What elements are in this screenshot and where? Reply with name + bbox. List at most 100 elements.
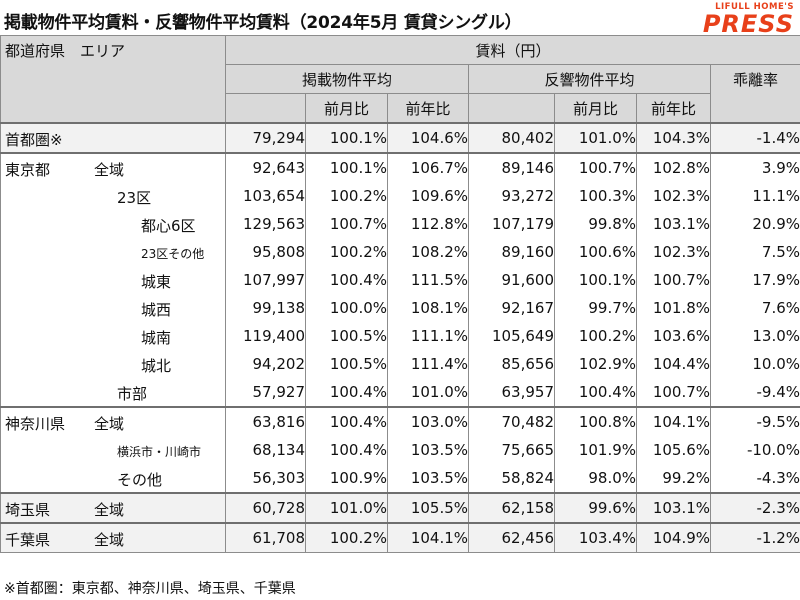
response-mom-cell: 99.8% (554, 210, 637, 238)
listed-mom-cell: 100.4% (305, 406, 388, 436)
divergence-cell: -2.3% (710, 492, 800, 523)
divergence-cell: -10.0% (710, 436, 800, 464)
response-rent-cell: 89,146 (468, 152, 555, 182)
response-rent-cell: 75,665 (468, 436, 555, 464)
listed-mom-cell: 100.5% (305, 322, 388, 350)
table-header: 都道府県 エリア 賃料（円） 掲載物件平均 反響物件平均 乖離率 前月比 前年比… (0, 35, 800, 124)
divergence-cell: 3.9% (710, 152, 800, 182)
divergence-cell: -9.4% (710, 378, 800, 407)
area-name: 城東 (141, 273, 172, 291)
area-name: 城北 (141, 357, 172, 375)
table-row: 東京都 全域 92,643 100.1% 106.7% 89,146 100.7% 102.8… (0, 152, 800, 182)
response-yoy-cell: 104.3% (636, 122, 711, 153)
table-row: 都心6区 129,563 100.7% 112.8% 107,179 99.8% 103.1… (0, 210, 800, 238)
divergence-cell: 13.0% (710, 322, 800, 350)
listed-mom-cell: 100.2% (305, 522, 388, 553)
response-mom-cell: 98.0% (554, 464, 637, 493)
response-mom-cell: 101.9% (554, 436, 637, 464)
row-label: 埼玉県 全域 (0, 492, 226, 523)
response-mom-cell: 100.7% (554, 152, 637, 182)
area-name: 全域 (94, 161, 125, 179)
response-rent-cell: 91,600 (468, 266, 555, 294)
divergence-cell: 11.1% (710, 182, 800, 210)
response-yoy-cell: 104.9% (636, 522, 711, 553)
listed-mom-cell: 100.1% (305, 152, 388, 182)
listed-mom-cell: 100.7% (305, 210, 388, 238)
pref-name: 埼玉県 (5, 501, 51, 519)
listed-rent-cell: 99,138 (225, 294, 306, 322)
listed-mom-cell: 100.2% (305, 238, 388, 266)
response-rent-cell: 89,160 (468, 238, 555, 266)
header-response-yoy: 前年比 (636, 93, 712, 124)
pref-name: 神奈川県 (5, 415, 66, 433)
table-row: 市部 57,927 100.4% 101.0% 63,957 100.4% 100.7% -9… (0, 378, 800, 407)
divergence-cell: -1.2% (710, 522, 800, 553)
listed-yoy-cell: 106.7% (387, 152, 469, 182)
response-yoy-cell: 100.7% (636, 266, 711, 294)
response-yoy-cell: 103.1% (636, 210, 711, 238)
response-rent-cell: 70,482 (468, 406, 555, 436)
divergence-cell: 17.9% (710, 266, 800, 294)
divergence-cell: 20.9% (710, 210, 800, 238)
response-yoy-cell: 102.8% (636, 152, 711, 182)
listed-yoy-cell: 108.2% (387, 238, 469, 266)
listed-rent-cell: 68,134 (225, 436, 306, 464)
response-yoy-cell: 103.6% (636, 322, 711, 350)
pref-name: 首都圏※ (5, 131, 63, 149)
row-label: 神奈川県 全域 (0, 406, 226, 436)
table-row: その他 56,303 100.9% 103.5% 58,824 98.0% 99.2% -4.… (0, 464, 800, 493)
table-row: 23区 103,654 100.2% 109.6% 93,272 100.3% 102.3%… (0, 182, 800, 210)
response-mom-cell: 100.4% (554, 378, 637, 407)
listed-rent-cell: 60,728 (225, 492, 306, 523)
divergence-cell: 10.0% (710, 350, 800, 378)
table-row: 城東 107,997 100.4% 111.5% 91,600 100.1% 100.7% 1… (0, 266, 800, 294)
row-label: 城東 (0, 266, 226, 294)
listed-mom-cell: 100.9% (305, 464, 388, 493)
area-name: 横浜市・川崎市 (117, 445, 202, 459)
area-name: 市部 (117, 385, 148, 403)
listed-rent-cell: 63,816 (225, 406, 306, 436)
header-pref-area: 都道府県 エリア (0, 35, 227, 124)
table-row: 城西 99,138 100.0% 108.1% 92,167 99.7% 101.8% 7.6… (0, 294, 800, 322)
header-rent: 賃料（円） (225, 35, 800, 65)
listed-yoy-cell: 111.5% (387, 266, 469, 294)
row-label: 首都圏※ (0, 122, 226, 153)
listed-mom-cell: 100.0% (305, 294, 388, 322)
response-mom-cell: 100.1% (554, 266, 637, 294)
table-body: 首都圏※ 79,294 100.1% 104.6% 80,402 101.0% 104.3%… (0, 122, 800, 553)
area-name: 城西 (141, 301, 172, 319)
header-blank-response (468, 93, 556, 124)
row-label: その他 (0, 464, 226, 493)
table-row: 城南 119,400 100.5% 111.1% 105,649 100.2% 103.6%… (0, 322, 800, 350)
area-name: 23区その他 (141, 247, 205, 261)
response-mom-cell: 99.7% (554, 294, 637, 322)
response-rent-cell: 62,456 (468, 522, 555, 553)
listed-rent-cell: 95,808 (225, 238, 306, 266)
response-yoy-cell: 102.3% (636, 182, 711, 210)
listed-mom-cell: 100.5% (305, 350, 388, 378)
footnote: ※首都圏：東京都、神奈川県、埼玉県、千葉県 (4, 581, 296, 597)
listed-rent-cell: 57,927 (225, 378, 306, 407)
area-name: 都心6区 (141, 217, 196, 235)
row-label: 23区その他 (0, 238, 226, 266)
header-listed: 掲載物件平均 (225, 64, 470, 94)
listed-yoy-cell: 109.6% (387, 182, 469, 210)
header-blank-listed (225, 93, 307, 124)
listed-yoy-cell: 104.6% (387, 122, 469, 153)
area-name: 全域 (94, 501, 125, 519)
listed-rent-cell: 92,643 (225, 152, 306, 182)
listed-rent-cell: 79,294 (225, 122, 306, 153)
row-label: 市部 (0, 378, 226, 407)
row-label: 都心6区 (0, 210, 226, 238)
header-bar: 掲載物件平均賃料・反響物件平均賃料（2024年5月 賃貸シングル） LIFULL… (0, 0, 800, 36)
listed-yoy-cell: 108.1% (387, 294, 469, 322)
response-yoy-cell: 103.1% (636, 492, 711, 523)
listed-yoy-cell: 103.5% (387, 436, 469, 464)
response-mom-cell: 99.6% (554, 492, 637, 523)
header-response-mom: 前月比 (554, 93, 638, 124)
listed-mom-cell: 101.0% (305, 492, 388, 523)
header-response: 反響物件平均 (468, 64, 712, 94)
listed-yoy-cell: 103.0% (387, 406, 469, 436)
table-row: 横浜市・川崎市 68,134 100.4% 103.5% 75,665 101.9% 105… (0, 436, 800, 464)
listed-rent-cell: 61,708 (225, 522, 306, 553)
